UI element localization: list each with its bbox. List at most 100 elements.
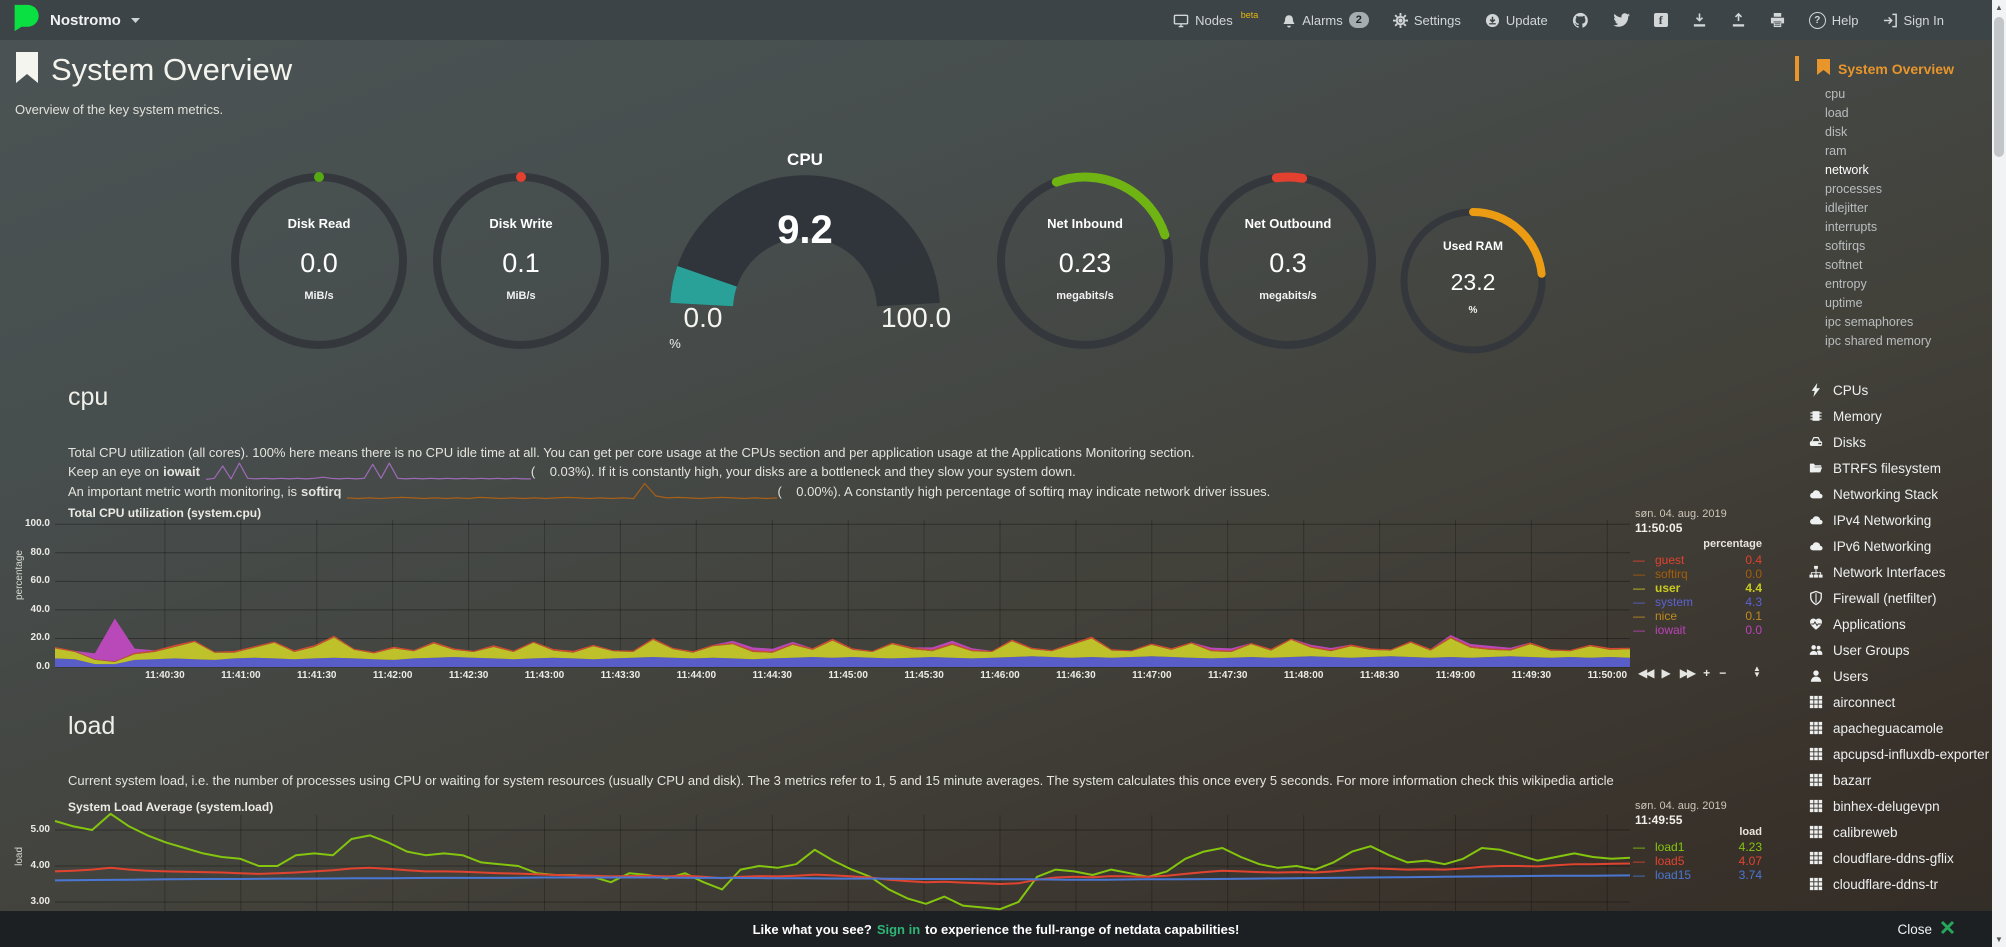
github-icon[interactable] [1572,12,1589,29]
sidebar-item-firewall-netfilter-[interactable]: Firewall (netfilter) [1809,585,1992,611]
upload-icon[interactable] [1731,12,1746,28]
legend-row-guest[interactable]: — guest 0.4 [1633,553,1762,567]
navbar: Nostromo Nodes beta Alarms 2 Settings Upd… [0,0,1992,40]
legend-row-load1[interactable]: — load1 4.23 [1633,840,1762,854]
netdata-logo-icon[interactable] [12,3,40,38]
twitter-icon[interactable] [1613,12,1630,28]
print-icon[interactable] [1770,12,1785,28]
y-axis-tick: 0.0 [36,661,50,672]
sidebar-subitem-cpu[interactable]: cpu [1825,87,1846,101]
sidebar-item-users[interactable]: Users [1809,663,1992,689]
banner-close-button[interactable]: Close [1897,920,1955,937]
sidebar-item-user-groups[interactable]: User Groups [1809,637,1992,663]
sidebar-item-ipv4-networking[interactable]: IPv4 Networking [1809,507,1992,533]
load-chart: System Load Average (system.load) søn. 0… [0,795,1790,947]
banner-signin-link[interactable]: Sign in [876,921,921,937]
page-title: System Overview [15,52,292,92]
gauge-used-ram[interactable]: Used RAM 23.2 % [1399,207,1547,355]
alarms-badge: 2 [1348,12,1369,28]
window-scrollbar[interactable]: ▲ ▼ [1992,0,2006,947]
sidebar-subitem-uptime[interactable]: uptime [1825,296,1863,310]
sidebar-subitem-disk[interactable]: disk [1825,125,1848,139]
gauge-net-outbound[interactable]: Net Outbound 0.3 megabits/s [1199,172,1377,350]
nav-update-label: Update [1505,12,1548,28]
sidebar-item-disks[interactable]: Disks [1809,429,1992,455]
softirq-sparkline[interactable] [347,482,778,500]
sidebar-item-cpus[interactable]: CPUs [1809,377,1992,403]
sidebar-item-cloudflare-ddns-gflix[interactable]: cloudflare-ddns-gflix [1809,845,1992,871]
y-axis-tick: 4.00 [30,860,50,871]
hdd-icon [1809,436,1823,446]
shield-icon [1810,590,1822,605]
legend-row-nice[interactable]: — nice 0.1 [1633,609,1762,623]
gauge-cpu[interactable]: CPU 9.2 0.0 100.0 % [655,150,955,360]
sidebar-item-system-overview[interactable]: System Overview [1795,56,1992,81]
facebook-icon[interactable]: f [1653,13,1668,27]
sidebar-subitem-softnet[interactable]: softnet [1825,258,1863,272]
sidebar-item-network-interfaces[interactable]: Network Interfaces [1809,559,1992,585]
cpu-chart-date: søn. 04. aug. 2019 [1635,508,1727,520]
nav-update[interactable]: Update [1485,13,1548,28]
cpu-chart-title: Total CPU utilization (system.cpu) [68,506,262,520]
sidebar-subitem-processes[interactable]: processes [1825,182,1882,196]
sidebar-subitem-network[interactable]: network [1825,163,1869,177]
sidebar-item-calibreweb[interactable]: calibreweb [1809,819,1992,845]
sidebar-subitem-interrupts[interactable]: interrupts [1825,220,1878,234]
sidebar-subitem-entropy[interactable]: entropy [1825,277,1867,291]
sidebar-item-bazarr[interactable]: bazarr [1809,767,1992,793]
x-axis-tick: 11:45:30 [904,670,944,681]
pan-forward-button[interactable]: ▶▶ [1679,666,1697,680]
sidebar-item-binhex-delugevpn[interactable]: binhex-delugevpn [1809,793,1992,819]
sidebar-subitem-ipc-semaphores[interactable]: ipc semaphores [1825,315,1914,329]
gauge-disk-write[interactable]: Disk Write 0.1 MiB/s [432,172,610,350]
legend-row-system[interactable]: — system 4.3 [1633,595,1762,609]
play-button[interactable]: ▶ [1661,666,1671,680]
sidebar-item-apacheguacamole[interactable]: apacheguacamole [1809,715,1992,741]
sidebar-subitem-idlejitter[interactable]: idlejitter [1825,201,1869,215]
hostname-dropdown[interactable]: Nostromo [50,11,121,29]
caret-down-icon[interactable] [130,11,140,29]
chart-resize-handle[interactable]: ▲ ▼ [1753,664,1761,679]
gauge-value: 0.0 [300,248,338,278]
sidebar-item-networking-stack[interactable]: Networking Stack [1809,481,1992,507]
legend-row-softirq[interactable]: — softirq 0.0 [1633,567,1762,581]
scroll-up-arrow[interactable]: ▲ [1995,3,2003,12]
sidebar-item-ipv6-networking[interactable]: IPv6 Networking [1809,533,1992,559]
monitor-icon [1173,13,1189,28]
sidebar-subitem-ram[interactable]: ram [1825,144,1847,158]
sidebar-item-cloudflare-ddns-tr[interactable]: cloudflare-ddns-tr [1809,871,1992,897]
zoom-in-button[interactable]: + [1703,666,1711,680]
legend-row-iowait[interactable]: — iowait 0.0 [1633,623,1762,637]
nav-alarms[interactable]: Alarms 2 [1282,12,1369,28]
nav-signin[interactable]: Sign In [1883,13,1944,28]
gauge-disk-read[interactable]: Disk Read 0.0 MiB/s [230,172,408,350]
sidebar-subitem-load[interactable]: load [1825,106,1849,120]
sidebar-subitem-softirqs[interactable]: softirqs [1825,239,1866,253]
legend-row-load5[interactable]: — load5 4.07 [1633,854,1762,868]
bookmark-icon [15,52,39,92]
gauge-net-inbound[interactable]: Net Inbound 0.23 megabits/s [996,172,1174,350]
sidebar-item-airconnect[interactable]: airconnect [1809,689,1992,715]
nav-settings[interactable]: Settings [1392,12,1461,28]
scrollbar-thumb[interactable] [1994,17,2004,157]
legend-row-user[interactable]: — user 4.4 [1633,581,1762,595]
sidebar-item-apcupsd-influxdb-exporter[interactable]: apcupsd-influxdb-exporter [1809,741,1992,767]
scroll-down-arrow[interactable]: ▼ [1995,935,2003,944]
x-axis-tick: 11:46:30 [1056,670,1096,681]
user-icon [1810,669,1822,682]
load-chart-plot[interactable] [54,812,1631,911]
cpu-chart-time: 11:50:05 [1635,521,1683,535]
sidebar-subitem-ipc-shared-memory[interactable]: ipc shared memory [1825,334,1932,348]
sidebar-item-applications[interactable]: Applications [1809,611,1992,637]
cpu-chart-plot[interactable] [55,520,1630,668]
nav-nodes[interactable]: Nodes beta [1173,10,1258,28]
iowait-sparkline[interactable] [205,462,531,480]
sidebar-item-btrfs-filesystem[interactable]: BTRFS filesystem [1809,455,1992,481]
download-icon[interactable] [1692,12,1707,28]
nav-help[interactable]: ? Help [1808,11,1859,29]
sidebar-item-memory[interactable]: Memory [1809,403,1992,429]
zoom-out-button[interactable]: − [1719,666,1727,680]
pan-backward-button[interactable]: ◀◀ [1638,666,1655,680]
legend-row-load15[interactable]: — load15 3.74 [1633,868,1762,882]
y-axis-tick: 40.0 [30,603,50,615]
